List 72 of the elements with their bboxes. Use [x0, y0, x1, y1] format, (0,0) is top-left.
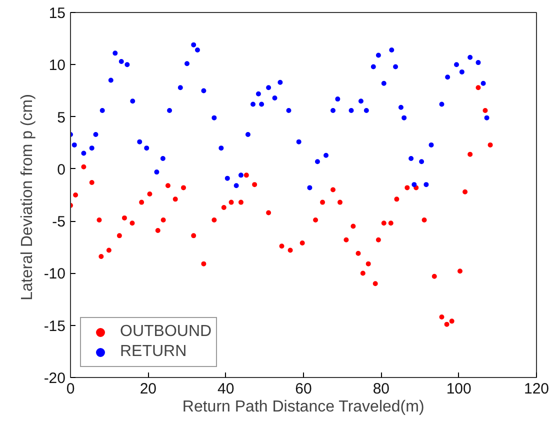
point	[147, 191, 152, 196]
point	[201, 261, 206, 266]
point	[172, 196, 178, 202]
point	[444, 322, 450, 327]
point	[404, 185, 410, 190]
point	[476, 85, 481, 90]
point	[344, 237, 349, 242]
point	[106, 248, 112, 253]
y-tick-label: 10	[48, 57, 66, 74]
x-tick-label: 80	[372, 380, 390, 398]
point	[422, 218, 427, 223]
point	[449, 318, 454, 324]
x-tick-label: 20	[140, 380, 157, 398]
point	[462, 189, 468, 194]
point	[279, 244, 284, 249]
point	[381, 220, 386, 226]
point	[244, 172, 249, 178]
y-tick-label: -20	[44, 370, 66, 387]
point	[376, 237, 381, 242]
y-tick-label: 15	[48, 5, 66, 22]
point	[372, 281, 378, 286]
point	[155, 228, 160, 233]
point	[313, 218, 318, 223]
point	[366, 261, 371, 266]
x-tick-label: 100	[446, 380, 472, 398]
point	[252, 182, 258, 188]
point	[439, 314, 444, 320]
x-tick-label: 60	[295, 380, 312, 398]
y-tick-label: 0	[57, 161, 66, 178]
y-tick-label: -15	[44, 318, 66, 335]
point	[432, 274, 437, 279]
point	[388, 220, 394, 226]
point	[130, 220, 135, 226]
point	[330, 187, 336, 192]
point	[165, 183, 170, 188]
point	[122, 215, 127, 220]
point	[488, 142, 493, 148]
point	[221, 205, 226, 210]
point	[212, 218, 217, 223]
point	[266, 210, 272, 216]
point	[96, 218, 102, 223]
y-tick-label: 5	[57, 109, 66, 126]
point	[89, 180, 94, 185]
point	[81, 164, 86, 170]
x-tick-label: 120	[524, 380, 550, 398]
point	[482, 108, 488, 114]
point	[139, 200, 144, 205]
point	[73, 192, 78, 198]
y-tick-label: -5	[52, 214, 66, 231]
legend-label: RETURN	[120, 343, 187, 361]
x-axis-title: Return Path Distance Traveled(m)	[182, 398, 424, 416]
point	[356, 250, 361, 256]
y-tick-label: -10	[44, 266, 66, 283]
point	[238, 200, 244, 205]
point	[288, 248, 293, 253]
point	[191, 233, 196, 238]
point	[98, 254, 104, 260]
point	[394, 196, 400, 202]
point	[320, 200, 326, 205]
point	[350, 224, 356, 229]
point	[468, 152, 473, 157]
point	[116, 233, 122, 238]
legend-label: OUTBOUND	[120, 323, 212, 341]
point	[181, 185, 186, 190]
point	[338, 200, 343, 205]
point	[300, 240, 305, 246]
point	[228, 200, 234, 205]
x-tick-label: 40	[217, 380, 234, 398]
point	[160, 218, 166, 223]
point	[458, 268, 462, 274]
y-axis-title: Lateral Deviation from p (cm)	[18, 94, 36, 300]
point	[360, 270, 366, 276]
